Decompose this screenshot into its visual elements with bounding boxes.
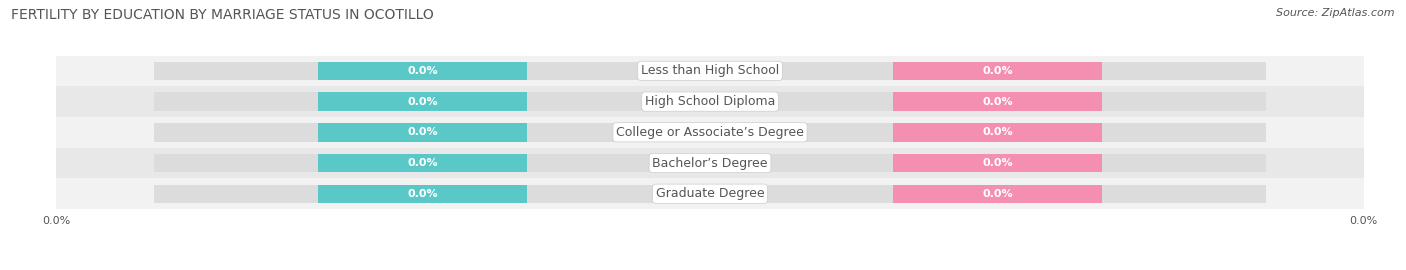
Bar: [155, 184, 1265, 203]
Text: 0.0%: 0.0%: [408, 189, 437, 199]
Text: Source: ZipAtlas.com: Source: ZipAtlas.com: [1277, 8, 1395, 18]
Bar: [318, 184, 527, 203]
Bar: [318, 123, 527, 141]
Bar: [318, 154, 527, 172]
Bar: [893, 154, 1102, 172]
Text: 0.0%: 0.0%: [983, 66, 1012, 76]
Text: College or Associate’s Degree: College or Associate’s Degree: [616, 126, 804, 139]
Bar: [56, 178, 1364, 209]
Text: 0.0%: 0.0%: [983, 127, 1012, 137]
Bar: [893, 92, 1102, 111]
Bar: [155, 123, 1265, 141]
Bar: [56, 86, 1364, 117]
Text: 0.0%: 0.0%: [408, 66, 437, 76]
Bar: [893, 62, 1102, 80]
Text: 0.0%: 0.0%: [408, 127, 437, 137]
Legend: Married, Unmarried: Married, Unmarried: [626, 268, 794, 270]
Bar: [318, 62, 527, 80]
Text: 0.0%: 0.0%: [983, 158, 1012, 168]
Text: Graduate Degree: Graduate Degree: [655, 187, 765, 200]
Bar: [56, 148, 1364, 178]
Bar: [893, 123, 1102, 141]
Text: High School Diploma: High School Diploma: [645, 95, 775, 108]
Text: 0.0%: 0.0%: [408, 158, 437, 168]
Text: 0.0%: 0.0%: [983, 189, 1012, 199]
Bar: [56, 117, 1364, 148]
Bar: [56, 56, 1364, 86]
Text: 0.0%: 0.0%: [408, 97, 437, 107]
Text: Bachelor’s Degree: Bachelor’s Degree: [652, 157, 768, 170]
Bar: [893, 184, 1102, 203]
Text: 0.0%: 0.0%: [983, 97, 1012, 107]
Bar: [155, 154, 1265, 172]
Bar: [318, 92, 527, 111]
Text: Less than High School: Less than High School: [641, 64, 779, 77]
Bar: [155, 92, 1265, 111]
Bar: [155, 62, 1265, 80]
Text: FERTILITY BY EDUCATION BY MARRIAGE STATUS IN OCOTILLO: FERTILITY BY EDUCATION BY MARRIAGE STATU…: [11, 8, 434, 22]
